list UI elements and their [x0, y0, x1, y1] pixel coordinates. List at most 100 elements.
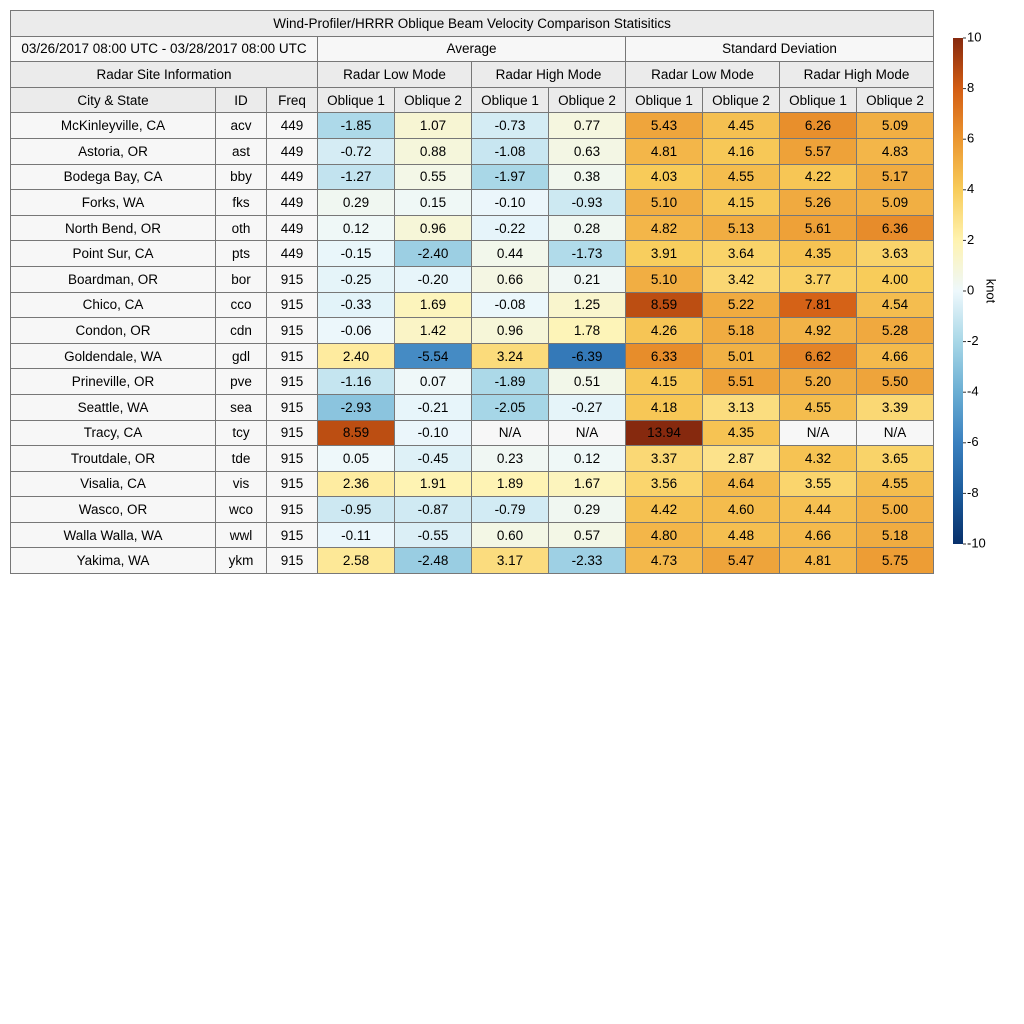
- site-cell: 915: [266, 342, 318, 370]
- value-cell: 8.59: [317, 419, 395, 447]
- site-cell: Bodega Bay, CA: [10, 163, 216, 191]
- value-cell: 4.83: [855, 137, 935, 165]
- value-cell: 4.64: [702, 470, 780, 498]
- value-cell: 0.57: [548, 521, 626, 549]
- value-cell: -0.15: [317, 240, 395, 267]
- value-cell: 0.60: [471, 521, 549, 549]
- value-cell: 0.23: [471, 445, 549, 472]
- value-cell: 5.75: [855, 547, 935, 575]
- value-cell: 4.73: [625, 547, 703, 575]
- value-cell: 5.18: [855, 521, 935, 549]
- value-cell: 1.89: [471, 470, 549, 498]
- value-cell: 4.15: [625, 368, 703, 395]
- table-row: Yakima, WA ykm 915 2.58 -2.48 3.17 -2.33 4.73 5.…: [10, 547, 935, 575]
- value-cell: 0.55: [394, 163, 472, 191]
- table-row: Seattle, WA sea 915 -2.93 -0.21 -2.05 -0.27 4.1…: [10, 393, 935, 421]
- value-cell: N/A: [471, 419, 549, 447]
- value-cell: 0.12: [317, 214, 395, 242]
- site-cell: bby: [215, 163, 267, 191]
- site-cell: 915: [266, 419, 318, 447]
- colorbar-tick-label: -2: [967, 333, 979, 348]
- value-cell: 4.55: [855, 470, 935, 498]
- group-header: Average: [317, 35, 626, 63]
- value-cell: 5.61: [779, 214, 857, 242]
- value-cell: 5.00: [855, 496, 935, 523]
- table-row: Troutdale, OR tde 915 0.05 -0.45 0.23 0.12 3.37…: [10, 445, 935, 472]
- value-cell: 0.28: [548, 214, 626, 242]
- table-row: Boardman, OR bor 915 -0.25 -0.20 0.66 0.21 5.10…: [10, 265, 935, 293]
- colorbar-tick-label: -8: [967, 485, 979, 500]
- value-cell: -2.93: [317, 393, 395, 421]
- value-cell: -2.33: [548, 547, 626, 575]
- site-cell: 915: [266, 393, 318, 421]
- date-range: 03/26/2017 08:00 UTC - 03/28/2017 08:00 …: [10, 35, 318, 63]
- value-cell: 3.37: [625, 445, 703, 472]
- site-cell: 449: [266, 214, 318, 242]
- site-cell: oth: [215, 214, 267, 242]
- value-cell: -0.10: [394, 419, 472, 447]
- colorbar-tick-label: 2: [967, 232, 974, 247]
- value-cell: 3.56: [625, 470, 703, 498]
- value-cell: -0.73: [471, 112, 549, 139]
- table-row: 03/26/2017 08:00 UTC - 03/28/2017 08:00 …: [10, 35, 935, 63]
- site-cell: 915: [266, 547, 318, 575]
- table-row: Chico, CA cco 915 -0.33 1.69 -0.08 1.25 8.59 5.2…: [10, 291, 935, 319]
- site-cell: 915: [266, 291, 318, 319]
- value-cell: 3.63: [855, 240, 935, 267]
- site-cell: Visalia, CA: [10, 470, 216, 498]
- site-cell: 449: [266, 112, 318, 139]
- table-row: Bodega Bay, CA bby 449 -1.27 0.55 -1.97 0.38 4.…: [10, 163, 935, 191]
- column-header: Oblique 1: [471, 86, 549, 114]
- site-cell: Walla Walla, WA: [10, 521, 216, 549]
- site-cell: acv: [215, 112, 267, 139]
- site-cell: 449: [266, 137, 318, 165]
- value-cell: -0.87: [394, 496, 472, 523]
- value-cell: 6.62: [779, 342, 857, 370]
- colorbar-tick-label: -6: [967, 434, 979, 449]
- colorbar: knot 10 8 6 4 2 0 -2 -4 -6 -8 -10: [953, 30, 999, 550]
- column-header: Oblique 1: [317, 86, 395, 114]
- value-cell: 7.81: [779, 291, 857, 319]
- column-header: Oblique 2: [855, 86, 935, 114]
- site-cell: North Bend, OR: [10, 214, 216, 242]
- value-cell: 3.17: [471, 547, 549, 575]
- value-cell: -1.85: [317, 112, 395, 139]
- value-cell: -1.27: [317, 163, 395, 191]
- site-cell: fks: [215, 189, 267, 216]
- column-header: Oblique 2: [394, 86, 472, 114]
- value-cell: 5.43: [625, 112, 703, 139]
- value-cell: 5.09: [855, 112, 935, 139]
- value-cell: 0.96: [471, 317, 549, 344]
- value-cell: 8.59: [625, 291, 703, 319]
- value-cell: -1.16: [317, 368, 395, 395]
- value-cell: 5.09: [855, 189, 935, 216]
- value-cell: -6.39: [548, 342, 626, 370]
- value-cell: 5.26: [779, 189, 857, 216]
- value-cell: 4.81: [779, 547, 857, 575]
- value-cell: -0.55: [394, 521, 472, 549]
- value-cell: N/A: [779, 419, 857, 447]
- site-cell: cdn: [215, 317, 267, 344]
- site-cell: gdl: [215, 342, 267, 370]
- value-cell: 6.26: [779, 112, 857, 139]
- column-header: Oblique 2: [548, 86, 626, 114]
- mode-header: Radar High Mode: [778, 61, 935, 88]
- value-cell: 1.67: [548, 470, 626, 498]
- value-cell: 0.07: [394, 368, 472, 395]
- value-cell: -2.05: [471, 393, 549, 421]
- value-cell: 3.64: [702, 240, 780, 267]
- value-cell: -0.22: [471, 214, 549, 242]
- value-cell: 4.42: [625, 496, 703, 523]
- value-cell: 4.16: [702, 137, 780, 165]
- value-cell: 5.13: [702, 214, 780, 242]
- table-row: Condon, OR cdn 915 -0.06 1.42 0.96 1.78 4.26 5.1…: [10, 317, 935, 344]
- value-cell: 1.42: [394, 317, 472, 344]
- value-cell: 4.66: [855, 342, 935, 370]
- value-cell: 5.01: [702, 342, 780, 370]
- value-cell: -0.27: [548, 393, 626, 421]
- site-cell: 915: [266, 496, 318, 523]
- site-info-header: Radar Site Information: [10, 61, 318, 88]
- value-cell: 0.15: [394, 189, 472, 216]
- value-cell: 5.10: [625, 265, 703, 293]
- value-cell: 5.28: [855, 317, 935, 344]
